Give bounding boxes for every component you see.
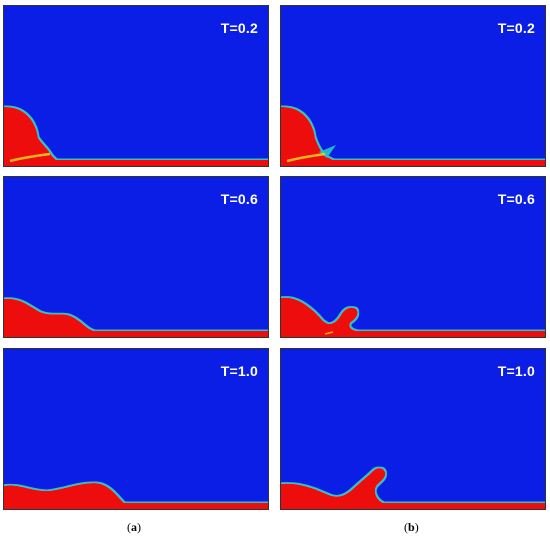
panel-b-t02: T=0.2 [280,5,546,167]
panel-b-t10: T=1.0 [280,348,546,510]
time-label: T=0.6 [497,191,535,207]
liquid-field-b-t02 [281,106,545,166]
caption-a: (a) [127,520,141,534]
time-label: T=0.6 [220,191,258,207]
time-label: T=0.2 [497,20,535,36]
liquid-field-a-t10 [4,483,268,509]
time-label: T=1.0 [497,363,535,379]
liquid-field-a-t02 [4,106,268,166]
time-label: T=1.0 [220,363,258,379]
caption-b: (b) [404,520,419,534]
liquid-field-b-t10 [281,468,545,509]
panel-b-t06: T=0.6 [280,176,546,338]
liquid-field-b-t06 [281,297,545,337]
liquid-field-a-t06 [4,298,268,337]
time-label: T=0.2 [220,20,258,36]
panel-a-t10: T=1.0 [3,348,269,510]
panel-a-t06: T=0.6 [3,176,269,338]
panel-a-t02: T=0.2 [3,5,269,167]
